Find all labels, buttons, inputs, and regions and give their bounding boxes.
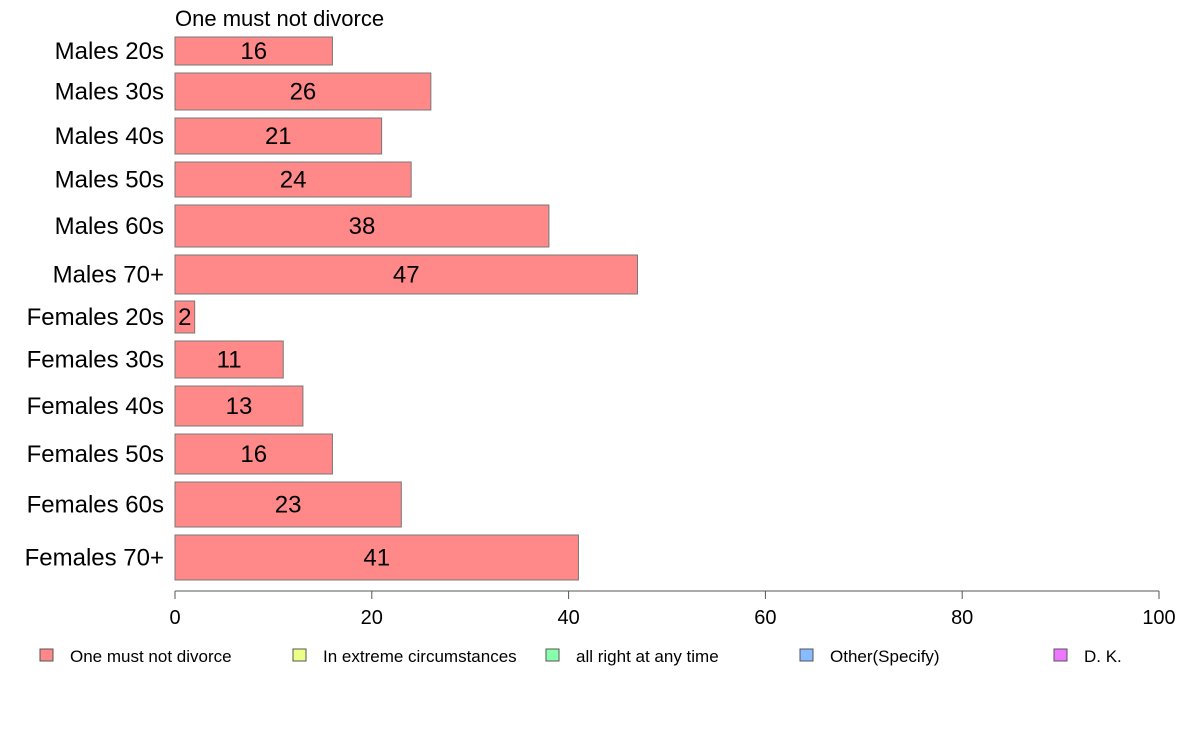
bars-group: 16 Males 20s 26 Males 30s 21 Males 40s 24 Males…: [25, 36, 638, 581]
category-label: Females 60s: [27, 492, 164, 519]
bar: [174, 534, 579, 581]
data-label: 13: [226, 393, 253, 420]
bar: [174, 433, 333, 475]
category-label: Males 60s: [55, 213, 164, 240]
bar: [174, 481, 402, 528]
category-label: Males 20s: [55, 38, 164, 65]
category-label: Females 30s: [27, 347, 164, 374]
x-tick-label: 20: [361, 607, 383, 629]
bar: [174, 204, 550, 248]
data-label: 47: [393, 262, 420, 289]
category-label: Males 50s: [55, 167, 164, 194]
data-label: 2: [178, 304, 191, 331]
legend-label: In extreme circumstances: [323, 647, 517, 666]
legend-swatch: [799, 648, 814, 662]
x-tick-label: 60: [754, 607, 776, 629]
bar: [174, 72, 432, 111]
data-label: 26: [290, 79, 317, 106]
legend-swatch: [292, 648, 307, 662]
category-label: Males 30s: [55, 79, 164, 106]
x-tick-label: 100: [1142, 607, 1175, 629]
legend-label: Other(Specify): [830, 647, 940, 666]
category-label: Females 40s: [27, 393, 164, 420]
legend-label: all right at any time: [576, 647, 719, 666]
series-title: One must not divorce: [175, 6, 384, 31]
data-label: 11: [217, 347, 242, 374]
legend-label: One must not divorce: [70, 647, 232, 666]
category-label: Males 70+: [53, 262, 164, 289]
x-tick-label: 40: [557, 607, 579, 629]
legend-swatch: [1053, 648, 1068, 662]
category-label: Males 40s: [55, 123, 164, 150]
data-label: 41: [363, 545, 390, 572]
legend-label: D. K.: [1084, 647, 1122, 666]
bar: [174, 385, 304, 427]
data-label: 16: [240, 441, 267, 468]
data-label: 24: [280, 167, 307, 194]
bar: [174, 254, 638, 295]
x-tick-label: 80: [951, 607, 973, 629]
bar: [174, 340, 284, 379]
bar: [174, 161, 412, 198]
legend: One must not divorce In extreme circumsta…: [39, 647, 1122, 666]
data-label: 23: [275, 492, 302, 519]
legend-swatch: [39, 648, 54, 662]
data-label: 38: [349, 213, 376, 240]
legend-swatch: [545, 648, 560, 662]
category-label: Females 50s: [27, 441, 164, 468]
bar: [174, 300, 196, 334]
category-label: Females 70+: [25, 545, 164, 572]
bar: [174, 36, 333, 66]
x-axis: 0 20 40 60 80 100: [169, 590, 1176, 629]
data-label: 21: [265, 123, 292, 150]
data-label: 16: [240, 38, 267, 65]
bar: [174, 117, 383, 155]
category-label: Females 20s: [27, 304, 164, 331]
x-tick-label: 0: [169, 607, 180, 629]
